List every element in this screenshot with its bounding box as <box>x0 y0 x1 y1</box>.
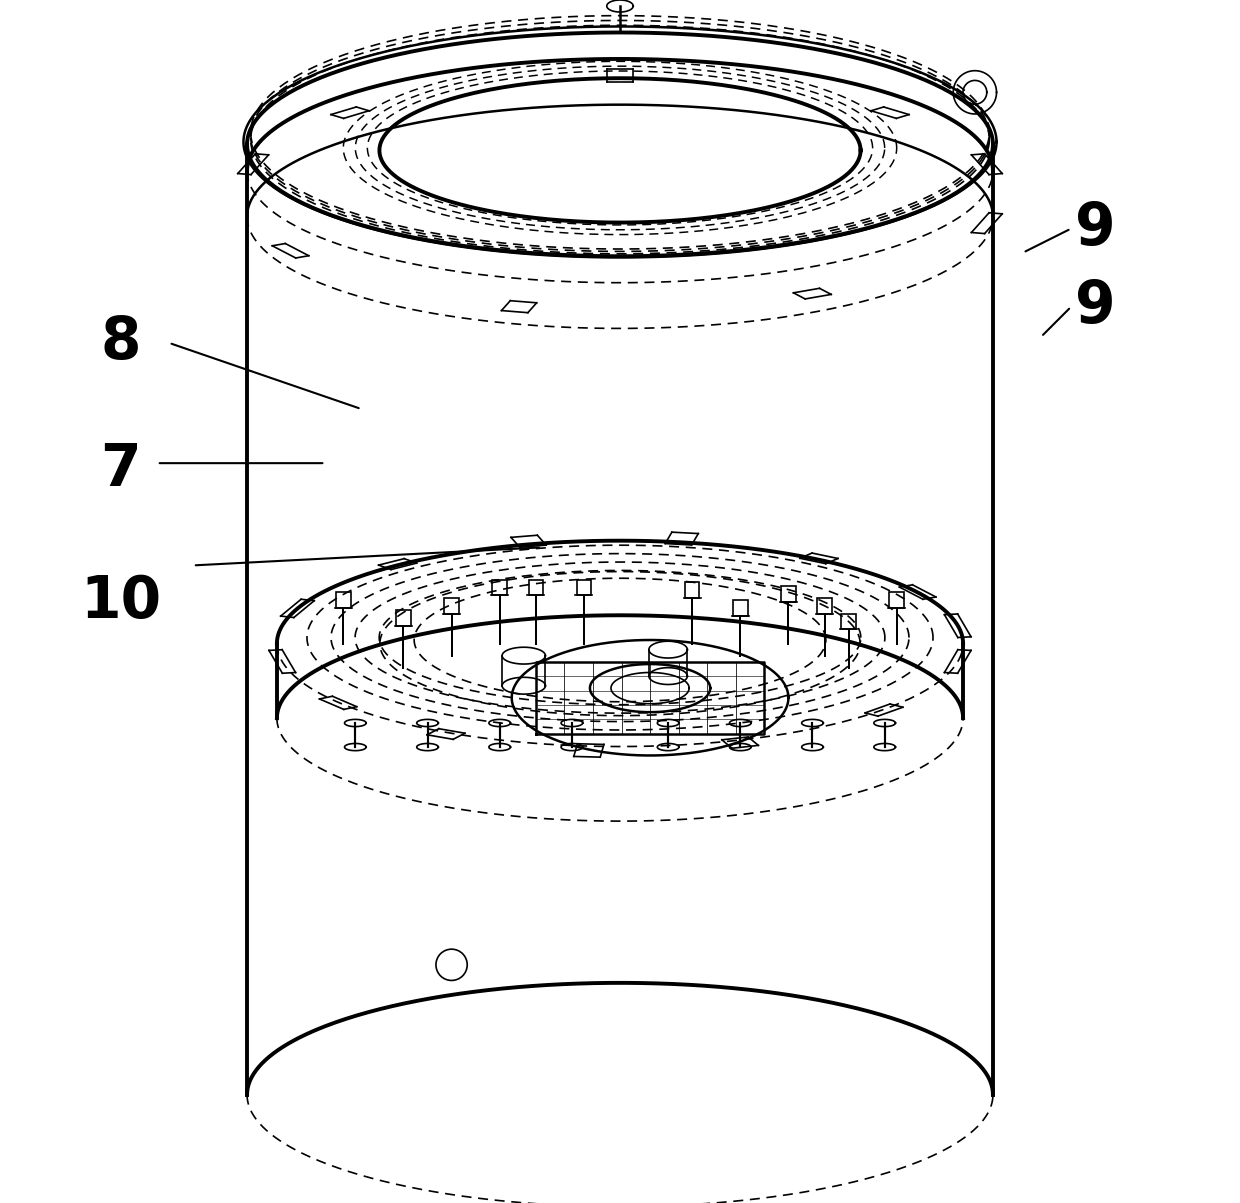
Bar <box>577 580 591 595</box>
Bar <box>397 610 410 626</box>
Text: 9: 9 <box>1075 278 1116 336</box>
Text: 7: 7 <box>100 440 141 498</box>
Bar <box>528 580 543 595</box>
Bar <box>842 614 856 629</box>
Bar <box>336 592 351 608</box>
Bar <box>781 586 796 602</box>
Text: 9: 9 <box>1075 200 1116 257</box>
Bar <box>444 598 459 614</box>
Bar <box>889 592 904 608</box>
Bar <box>684 582 699 598</box>
Bar <box>492 580 507 595</box>
Bar <box>817 598 832 614</box>
Text: 10: 10 <box>81 573 161 630</box>
Bar <box>733 600 748 616</box>
Text: 8: 8 <box>100 314 141 372</box>
